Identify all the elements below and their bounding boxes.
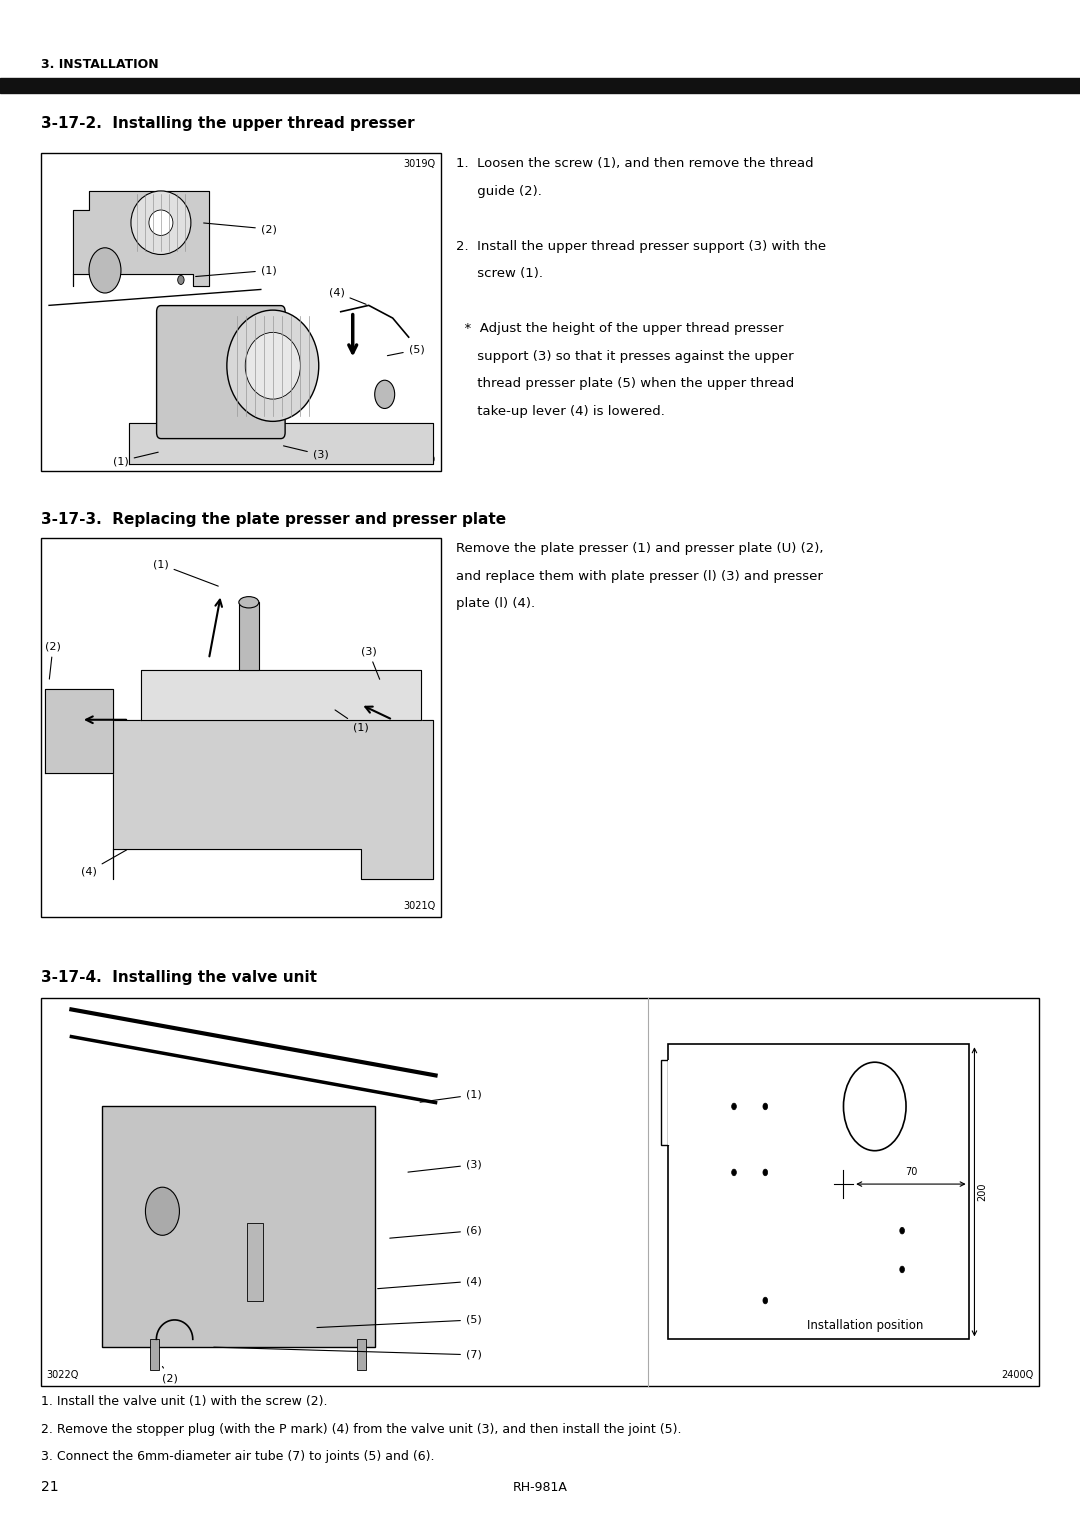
Text: 3021Q: 3021Q (403, 900, 435, 911)
Text: (2): (2) (204, 223, 276, 234)
Circle shape (178, 275, 184, 284)
Bar (247, 1222, 262, 1300)
Text: 2.  Install the upper thread presser support (3) with the: 2. Install the upper thread presser supp… (456, 240, 826, 254)
Text: 2. Remove the stopper plug (with the P mark) (4) from the valve unit (3), and th: 2. Remove the stopper plug (with the P m… (41, 1423, 681, 1436)
Text: 3-17-4.  Installing the valve unit: 3-17-4. Installing the valve unit (41, 970, 318, 986)
Text: support (3) so that it presses against the upper: support (3) so that it presses against t… (456, 350, 794, 364)
Bar (41, 538, 441, 917)
Text: 1.  Loosen the screw (1), and then remove the thread: 1. Loosen the screw (1), and then remove… (456, 157, 813, 171)
Text: Installation position: Installation position (807, 1319, 923, 1332)
Circle shape (146, 1187, 179, 1235)
Circle shape (762, 1297, 768, 1303)
Text: 3019Q: 3019Q (403, 159, 435, 170)
Text: (3): (3) (408, 1160, 482, 1172)
Text: 200: 200 (977, 1183, 987, 1201)
Polygon shape (113, 720, 433, 879)
Bar (239, 602, 259, 671)
Circle shape (762, 1169, 768, 1175)
Text: 1. Install the valve unit (1) with the screw (2).: 1. Install the valve unit (1) with the s… (41, 1395, 327, 1409)
Text: plate (l) (4).: plate (l) (4). (456, 597, 535, 611)
Ellipse shape (149, 209, 173, 235)
Bar (661, 1060, 667, 1146)
Text: 3-17-3.  Replacing the plate presser and presser plate: 3-17-3. Replacing the plate presser and … (41, 512, 507, 527)
Circle shape (89, 248, 121, 293)
Polygon shape (45, 689, 113, 773)
Text: (2): (2) (162, 1366, 178, 1383)
Bar (150, 1340, 160, 1371)
Bar (356, 1340, 366, 1371)
Text: (2): (2) (45, 642, 60, 678)
Circle shape (731, 1169, 737, 1175)
Ellipse shape (227, 310, 319, 422)
Polygon shape (140, 671, 421, 720)
Text: 2400Q: 2400Q (1001, 1369, 1034, 1380)
Text: 3020Q: 3020Q (403, 454, 435, 465)
Text: *  Adjust the height of the upper thread presser: * Adjust the height of the upper thread … (456, 322, 783, 336)
Bar (41, 153, 441, 471)
Text: and replace them with plate presser (l) (3) and presser: and replace them with plate presser (l) … (456, 570, 823, 584)
Text: (1): (1) (113, 452, 158, 466)
Text: take-up lever (4) is lowered.: take-up lever (4) is lowered. (456, 405, 664, 419)
FancyBboxPatch shape (157, 306, 285, 439)
Circle shape (900, 1227, 904, 1235)
Bar (41, 998, 1039, 1386)
Ellipse shape (245, 333, 300, 399)
Text: Remove the plate presser (1) and presser plate (U) (2),: Remove the plate presser (1) and presser… (456, 542, 823, 556)
Circle shape (762, 1103, 768, 1109)
Text: (1): (1) (335, 711, 368, 732)
Text: (1): (1) (195, 266, 276, 277)
Text: 3-17-2.  Installing the upper thread presser: 3-17-2. Installing the upper thread pres… (41, 116, 415, 131)
Text: 3. Connect the 6mm-diameter air tube (7) to joints (5) and (6).: 3. Connect the 6mm-diameter air tube (7)… (41, 1450, 434, 1464)
Text: 70: 70 (905, 1167, 917, 1177)
Circle shape (900, 1267, 904, 1273)
Text: 3. INSTALLATION: 3. INSTALLATION (41, 58, 159, 72)
Circle shape (843, 1062, 906, 1151)
Circle shape (731, 1103, 737, 1109)
Text: thread presser plate (5) when the upper thread: thread presser plate (5) when the upper … (456, 377, 794, 391)
Text: RH-981A: RH-981A (513, 1481, 567, 1494)
Bar (102, 1106, 375, 1348)
Text: (5): (5) (388, 345, 424, 356)
Text: 21: 21 (41, 1481, 58, 1494)
Polygon shape (129, 423, 433, 465)
Text: guide (2).: guide (2). (456, 185, 542, 199)
Text: (4): (4) (328, 287, 366, 304)
Text: (4): (4) (81, 850, 126, 877)
Text: screw (1).: screw (1). (456, 267, 543, 281)
Text: (7): (7) (214, 1348, 482, 1360)
Text: (5): (5) (316, 1316, 482, 1328)
Ellipse shape (131, 191, 191, 255)
Text: (3): (3) (283, 446, 328, 460)
Text: (3): (3) (361, 646, 380, 680)
Text: (4): (4) (378, 1276, 482, 1288)
Bar (667, 1044, 969, 1340)
Circle shape (375, 380, 394, 408)
Bar (0, 78, 1080, 93)
Polygon shape (73, 191, 208, 286)
Text: (1): (1) (153, 559, 218, 587)
Text: 3022Q: 3022Q (46, 1369, 79, 1380)
Text: (6): (6) (390, 1225, 482, 1238)
Ellipse shape (239, 596, 259, 608)
Bar (667, 1060, 670, 1146)
Text: (1): (1) (420, 1089, 482, 1102)
